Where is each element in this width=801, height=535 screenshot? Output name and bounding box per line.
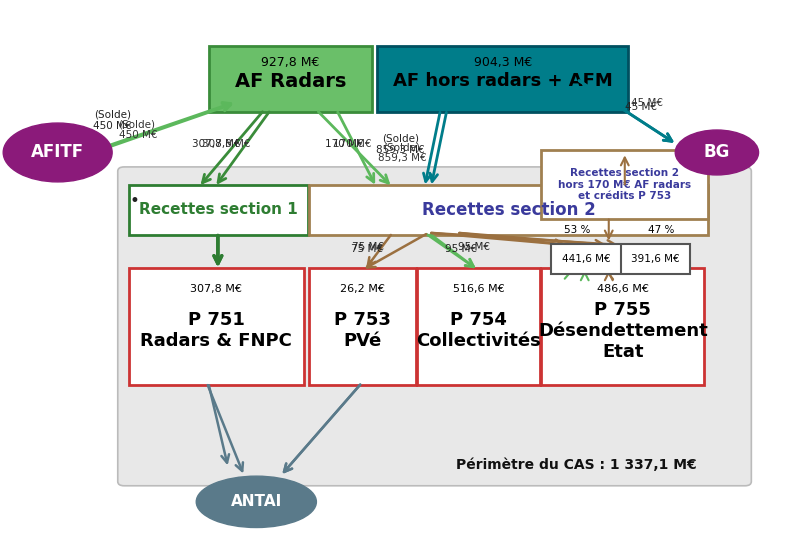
Text: 450 M€: 450 M€ (119, 130, 157, 140)
Text: 75 M€: 75 M€ (351, 244, 383, 254)
Text: Recettes section 2: Recettes section 2 (422, 201, 595, 219)
Text: 516,6 M€: 516,6 M€ (453, 284, 505, 294)
Text: 927,8 M€: 927,8 M€ (261, 56, 320, 68)
Text: 486,6 M€: 486,6 M€ (597, 284, 649, 294)
FancyBboxPatch shape (129, 268, 304, 385)
FancyBboxPatch shape (377, 46, 628, 112)
Text: P 754
Collectivités: P 754 Collectivités (417, 311, 541, 350)
Text: (Solde)
450 M€: (Solde) 450 M€ (93, 110, 131, 131)
Text: •: • (130, 192, 139, 210)
Text: P 755
Désendettement
Etat: P 755 Désendettement Etat (538, 301, 707, 361)
Ellipse shape (3, 123, 112, 182)
Text: 307,8 M€: 307,8 M€ (202, 140, 250, 149)
Text: 95 M€: 95 M€ (445, 244, 477, 254)
Text: P 751
Radars & FNPC: P 751 Radars & FNPC (140, 311, 292, 350)
Ellipse shape (196, 476, 316, 528)
Text: 47 %: 47 % (649, 225, 674, 235)
Text: Recettes section 2
hors 170 M€ AF radars
et crédits P 753: Recettes section 2 hors 170 M€ AF radars… (558, 168, 691, 201)
FancyBboxPatch shape (541, 150, 708, 219)
Text: ANTAI: ANTAI (231, 494, 282, 509)
Text: 95 M€: 95 M€ (458, 242, 490, 252)
Text: 307,8 M€: 307,8 M€ (192, 140, 240, 149)
Text: Recettes section 1: Recettes section 1 (139, 202, 298, 218)
Text: 441,6 M€: 441,6 M€ (562, 254, 611, 264)
Text: 904,3 M€: 904,3 M€ (473, 56, 532, 68)
FancyBboxPatch shape (309, 268, 416, 385)
Text: 391,6 M€: 391,6 M€ (630, 254, 679, 264)
FancyBboxPatch shape (417, 268, 540, 385)
Text: 859,3 M€: 859,3 M€ (378, 153, 426, 163)
Text: Périmètre du CAS : 1 337,1 M€: Périmètre du CAS : 1 337,1 M€ (457, 458, 697, 472)
Text: 53 %: 53 % (564, 225, 590, 235)
Text: (Solde)
859,3 M€: (Solde) 859,3 M€ (376, 134, 425, 155)
FancyBboxPatch shape (551, 244, 690, 274)
FancyBboxPatch shape (541, 268, 704, 385)
Text: 170 M€: 170 M€ (333, 140, 372, 149)
Text: 307,8 M€: 307,8 M€ (191, 284, 242, 294)
Text: 26,2 M€: 26,2 M€ (340, 284, 385, 294)
Text: P 753
PVé: P 753 PVé (334, 311, 391, 350)
Text: AF hors radars + AFM: AF hors radars + AFM (392, 72, 613, 90)
Text: (Solde): (Solde) (384, 142, 421, 152)
FancyBboxPatch shape (309, 185, 708, 235)
Ellipse shape (675, 130, 759, 175)
Text: AFITF: AFITF (31, 143, 84, 162)
Text: 45 M€: 45 M€ (625, 102, 657, 112)
Text: 170 M€: 170 M€ (325, 140, 364, 149)
FancyBboxPatch shape (209, 46, 372, 112)
Text: AF Radars: AF Radars (235, 72, 346, 91)
FancyBboxPatch shape (129, 185, 308, 235)
Text: (Solde): (Solde) (119, 119, 155, 129)
FancyBboxPatch shape (118, 167, 751, 486)
Text: 75 M€: 75 M€ (352, 242, 384, 252)
Text: 45 M€: 45 M€ (631, 98, 663, 108)
Text: BG: BG (704, 143, 730, 162)
